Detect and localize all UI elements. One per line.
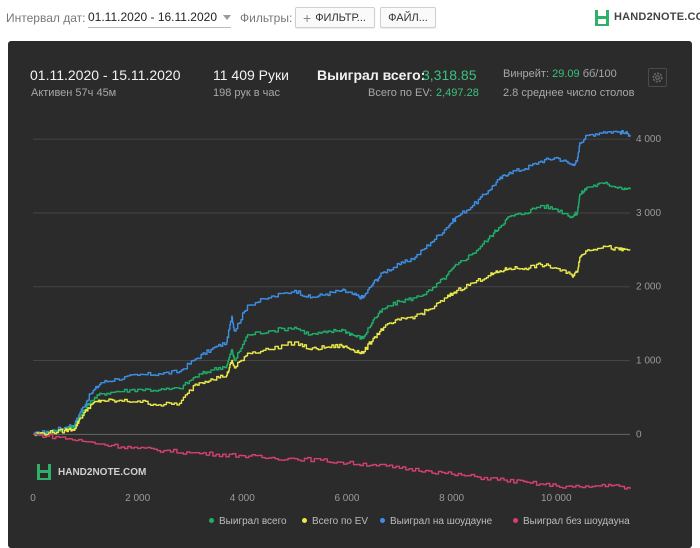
x-tick-label: 10 000 (541, 493, 572, 504)
file-button-label: ФАЙЛ... (388, 12, 428, 24)
series-line-0 (33, 130, 631, 436)
settings-button[interactable] (648, 68, 667, 87)
file-button[interactable]: ФАЙЛ... (380, 7, 436, 28)
gear-icon (652, 72, 663, 83)
y-tick-label: 4 000 (636, 134, 661, 145)
filter-button[interactable]: + ФИЛЬТР... (295, 7, 375, 28)
watermark-text: HAND2NOTE.COM (58, 467, 147, 478)
legend-item-showdown[interactable]: Выиграл на шоудауне (380, 516, 492, 530)
won-total-label: Выиграл всего: (317, 67, 426, 83)
y-tick-label: 2 000 (636, 282, 661, 293)
avg-tables: 2.8 среднее число столов (503, 87, 635, 99)
legend-dot (380, 517, 385, 523)
filters-label: Фильтры: (240, 11, 293, 25)
winrate-label: Винрейт: (503, 68, 550, 80)
legend-label: Выиграл без шоудауна (523, 516, 630, 527)
x-tick-label: 0 (30, 493, 36, 504)
winrate-value: 29.09 (552, 68, 580, 80)
filter-button-label: ФИЛЬТР... (315, 12, 366, 24)
hands-per-hour: 198 рук в час (213, 87, 281, 99)
active-time: Активен 57ч 45м (31, 87, 117, 99)
plus-icon: + (303, 10, 312, 26)
stats-panel: 01.11.2020 - 15.11.2020 Активен 57ч 45м … (8, 41, 692, 548)
legend-label: Выиграл на шоудауне (390, 516, 493, 527)
legend-item-won-total[interactable]: Выиграл всего (209, 516, 287, 530)
x-tick-label: 4 000 (230, 493, 255, 504)
series-line-1 (33, 181, 631, 437)
date-range-title: 01.11.2020 - 15.11.2020 (30, 67, 181, 83)
legend-item-ev-total[interactable]: Всего по EV (302, 516, 368, 530)
logo-text: HAND2NOTE.COM (614, 11, 700, 23)
won-total-value: 3,318.85 (422, 67, 477, 83)
legend-dot (302, 517, 307, 523)
date-range-value: 01.11.2020 - 16.11.2020 (88, 10, 217, 24)
interval-label: Интервал дат: (6, 11, 86, 25)
date-range-select[interactable]: 01.11.2020 - 16.11.2020 (88, 9, 231, 28)
winrate-unit: бб/100 (582, 68, 617, 80)
chart-watermark: HAND2NOTE.COM (36, 462, 146, 487)
legend-item-non-showdown[interactable]: Выиграл без шоудауна (513, 516, 630, 530)
h-logo-icon (37, 464, 51, 480)
series-line-2 (33, 245, 631, 436)
chevron-down-icon (223, 15, 231, 20)
y-tick-label: 3 000 (636, 208, 661, 219)
ev-total-value: 2,497.28 (436, 87, 479, 99)
ev-total-label: Всего по EV: (368, 87, 433, 99)
legend-label: Всего по EV (312, 516, 369, 527)
top-toolbar: Интервал дат: 01.11.2020 - 16.11.2020 Фи… (0, 0, 700, 38)
legend-dot (513, 517, 518, 523)
x-tick-label: 6 000 (334, 493, 359, 504)
x-tick-label: 2 000 (125, 493, 150, 504)
x-tick-label: 8 000 (439, 493, 464, 504)
y-tick-label: 0 (636, 429, 642, 440)
legend-dot (209, 517, 214, 523)
series-line-3 (33, 433, 631, 490)
hands-count: 11 409 Руки (213, 67, 289, 83)
profit-chart: 0 1 000 2 000 3 000 4 000 0 2 000 4 000 6 000 8 0… (30, 130, 661, 504)
h-logo-icon (595, 10, 609, 26)
y-tick-label: 1 000 (636, 356, 661, 367)
legend-label: Выиграл всего (219, 516, 287, 527)
